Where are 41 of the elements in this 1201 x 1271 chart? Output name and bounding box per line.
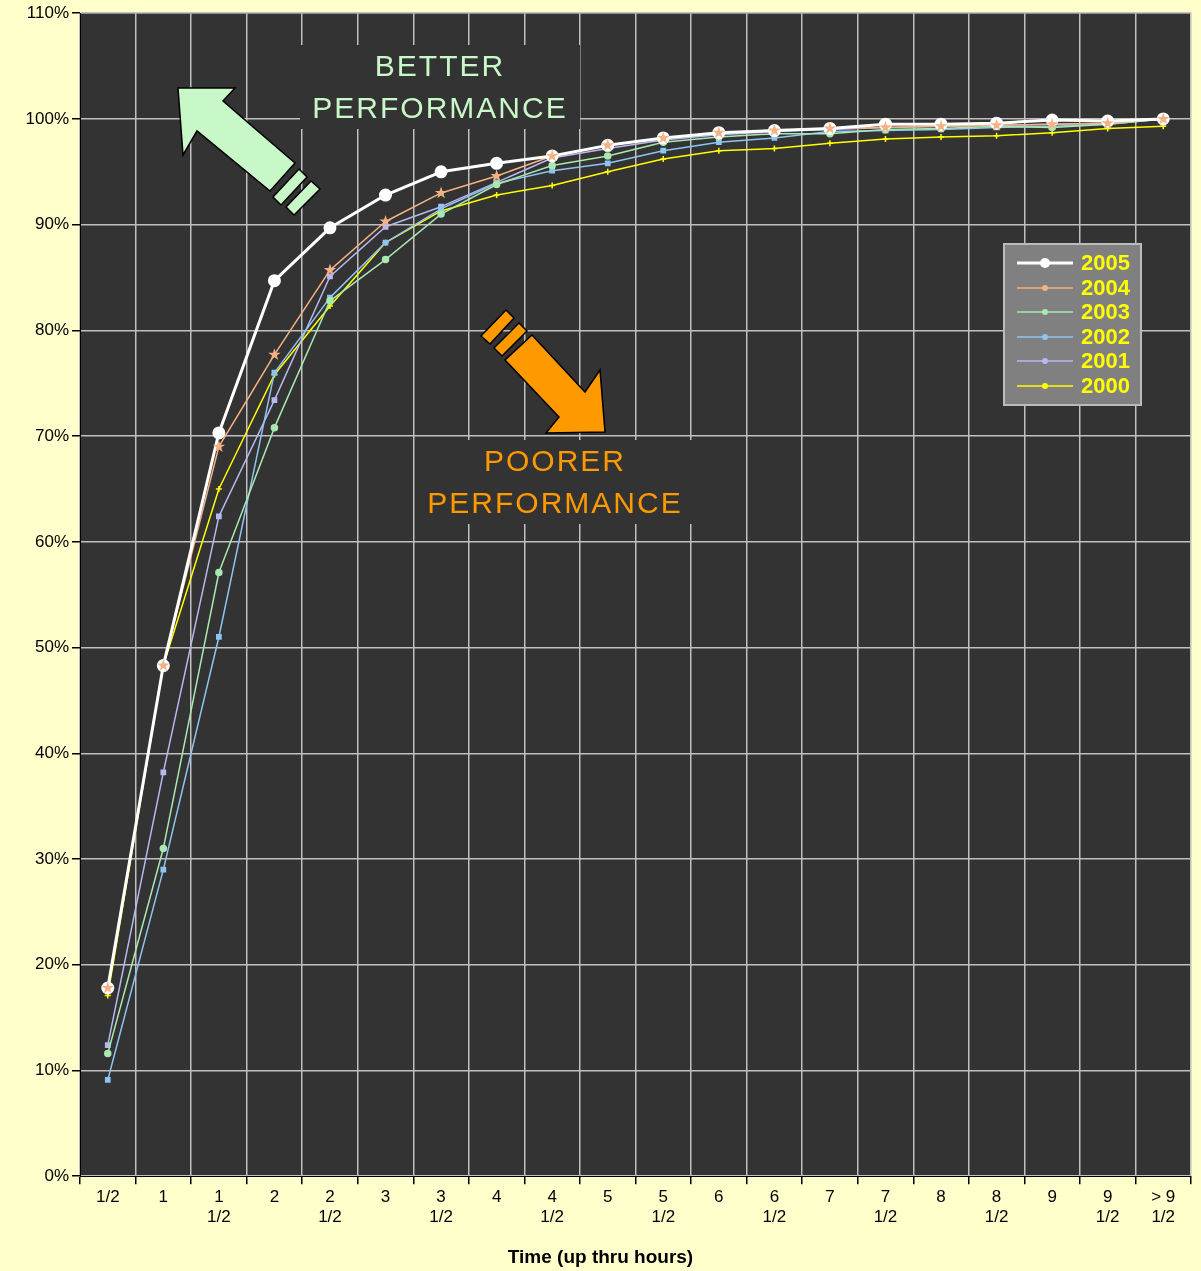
y-tick-label: 80% (34, 320, 69, 340)
legend-label: 2002 (1081, 323, 1130, 350)
x-axis-title: Time (up thru hours) (506, 1246, 695, 1268)
x-tick-label: 1/2 (95, 1187, 120, 1207)
y-tick-label: 90% (34, 214, 69, 234)
x-tick-label: 9 (1047, 1187, 1057, 1207)
x-tick-label: 8 1/2 (984, 1187, 1009, 1227)
legend-label: 2004 (1081, 274, 1130, 301)
y-tick-label: 20% (34, 954, 69, 974)
x-tick-label: 1 1/2 (207, 1187, 231, 1227)
x-tick-label: 6 (714, 1187, 724, 1207)
x-tick-label: 7 1/2 (873, 1187, 898, 1227)
x-tick-label: > 9 1/2 (1151, 1187, 1176, 1227)
x-tick-label: 6 1/2 (762, 1187, 787, 1227)
y-tick-label: 110% (26, 2, 69, 22)
x-tick-label: 9 1/2 (1095, 1187, 1120, 1227)
x-tick-label: 2 (269, 1187, 280, 1207)
x-tick-label: 4 1/2 (540, 1187, 564, 1227)
y-tick-label: 30% (34, 848, 69, 868)
annotation: POORER PERFORMANCE (415, 440, 695, 524)
x-tick-label: 3 (380, 1187, 391, 1207)
x-tick-label: 7 (825, 1187, 835, 1207)
annotation: BETTER PERFORMANCE (300, 45, 580, 129)
x-tick-label: 4 (491, 1187, 502, 1207)
y-tick-label: 10% (34, 1060, 69, 1080)
x-tick-label: 5 1/2 (651, 1187, 676, 1227)
y-tick-label: 0% (44, 1165, 69, 1185)
legend-label: 2005 (1081, 250, 1130, 277)
x-tick-label: 3 1/2 (429, 1187, 453, 1227)
x-tick-label: 5 (602, 1187, 613, 1207)
y-tick-label: 70% (34, 425, 69, 445)
legend-label: 2000 (1081, 372, 1130, 399)
y-tick-label: 100% (25, 108, 69, 128)
x-tick-label: 1 (158, 1187, 169, 1207)
y-tick-label: 40% (34, 742, 69, 762)
x-tick-label: 2 1/2 (318, 1187, 342, 1227)
y-tick-label: 60% (34, 531, 69, 551)
x-tick-label: 8 (936, 1187, 946, 1207)
y-tick-label: 50% (34, 637, 69, 657)
legend-label: 2001 (1081, 348, 1130, 375)
legend-label: 2003 (1081, 299, 1130, 326)
